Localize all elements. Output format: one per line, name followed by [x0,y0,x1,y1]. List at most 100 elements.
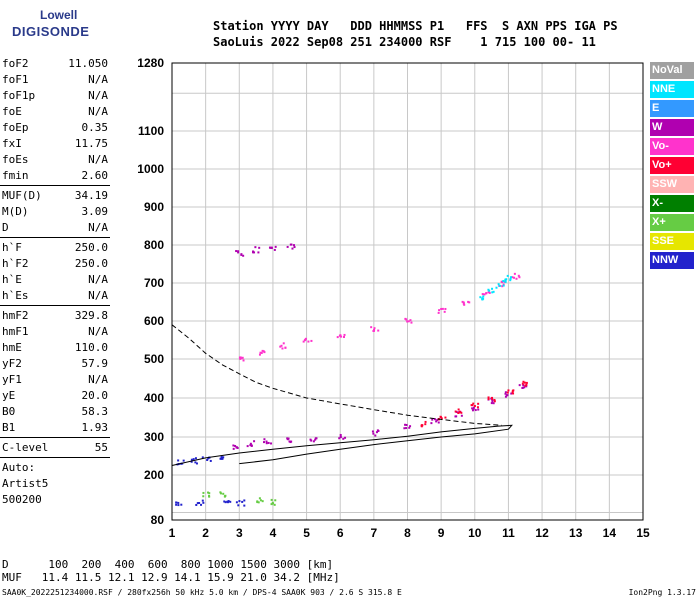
data-point [439,416,442,419]
param-row: fxI 11.75 [0,136,112,152]
param-row: foF1p N/A [0,88,112,104]
data-point [241,500,244,503]
data-point [314,438,317,441]
data-point [238,500,241,503]
param-row: B0 58.3 [0,404,112,420]
data-point [265,442,268,445]
param-key: yF2 [2,357,22,370]
data-point [468,301,471,304]
data-point [471,409,474,412]
y-tick-label: 1000 [137,162,164,176]
data-point [522,380,525,383]
param-key: B0 [2,405,16,418]
data-point [310,439,313,442]
param-value: 55 [94,441,108,454]
data-point [200,503,203,506]
x-tick-label: 8 [404,526,411,540]
data-point [492,402,495,405]
data-point [377,429,380,432]
data-point [493,398,496,401]
data-point [175,503,178,506]
y-tick-label: 80 [151,513,165,527]
data-point [509,279,512,282]
data-point [261,349,264,352]
data-point [223,500,226,503]
data-point [195,462,198,465]
param-key: foE [2,105,22,118]
param-value: 1.93 [81,421,109,434]
data-point [243,504,246,507]
data-point [472,406,475,409]
param-key: h`Es [2,289,29,302]
param-value: 11.050 [68,57,108,70]
data-point [291,247,294,250]
data-point [242,254,245,257]
x-tick-label: 4 [270,526,277,540]
param-key: fxI [2,137,22,150]
param-key: hmE [2,341,22,354]
data-point [403,427,406,430]
param-row: Auto: [0,460,112,476]
param-key: 500200 [2,493,42,506]
profile-curve [171,424,513,466]
data-point [256,501,259,504]
data-point [495,286,498,289]
x-tick-label: 14 [603,526,617,540]
data-point [234,445,237,448]
data-point [487,291,490,294]
param-row: hmF2 329.8 [0,308,112,324]
x-tick-label: 9 [438,526,445,540]
data-point [421,424,424,427]
data-point [224,501,227,504]
y-tick-label: 200 [144,468,164,482]
y-tick-label: 1100 [138,124,164,138]
data-point [222,456,225,459]
data-point [501,281,504,284]
data-point [437,421,440,424]
data-point [430,422,433,425]
data-point [511,389,514,392]
data-point [194,457,197,460]
legend-item: X- [650,195,694,212]
data-point [521,382,524,385]
data-point [196,502,199,505]
param-row: 500200 [0,492,112,508]
param-value: N/A [88,221,108,234]
data-point [227,500,230,503]
data-point [342,437,345,440]
data-point [246,445,249,448]
data-point [314,437,317,440]
data-point [525,383,528,386]
lowell-digisonde-logo: Lowell DIGISONDE [4,4,104,46]
param-key: foF1p [2,89,36,102]
data-point [487,396,490,399]
data-point [463,303,466,306]
data-point [506,274,509,277]
data-point [177,459,180,462]
param-value: N/A [88,373,108,386]
data-point [493,400,496,403]
data-point [338,437,341,440]
x-tick-label: 2 [202,526,209,540]
y-tick-label: 300 [144,430,164,444]
x-tick-label: 3 [236,526,243,540]
legend-item: E [650,100,694,117]
data-point [373,328,376,331]
x-tick-label: 11 [502,526,515,540]
data-point [192,458,195,461]
header-line2: SaoLuis 2022 Sep08 251 234000 RSF 1 715 … [213,35,596,49]
param-key: D [2,221,9,234]
data-point [491,291,494,294]
param-row: fmin 2.60 [0,168,112,184]
data-point [409,319,412,322]
data-point [405,423,408,426]
data-point [312,440,315,443]
data-point [237,250,240,253]
param-value: 34.19 [74,189,108,202]
y-tick-label: 600 [144,314,164,328]
data-point [424,420,427,423]
legend-item: W [650,119,694,136]
data-point [219,492,222,495]
param-value: 58.3 [81,405,109,418]
legend-item: NoVal [650,62,694,79]
